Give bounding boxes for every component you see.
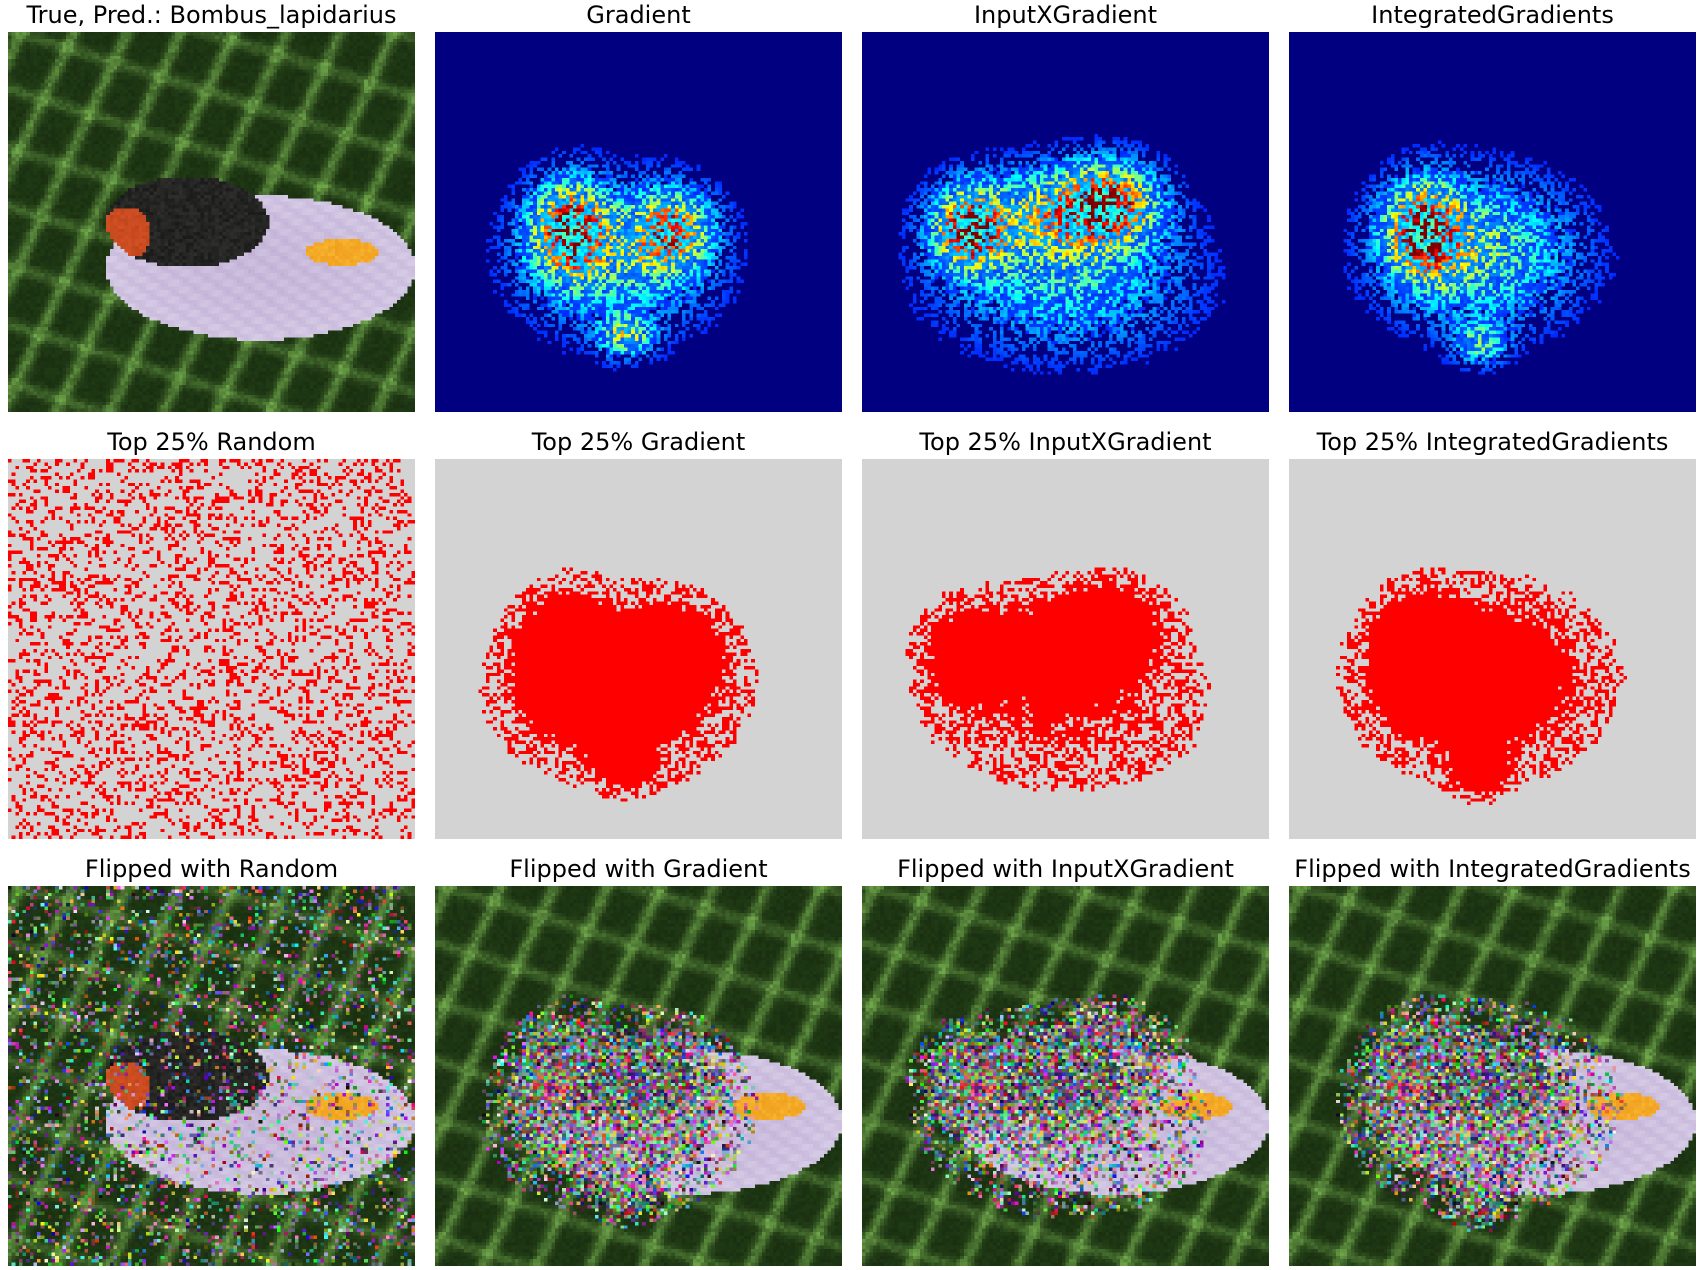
random-mask bbox=[8, 459, 415, 839]
integratedgradients-mask-cell: Top 25% IntegratedGradients bbox=[1289, 427, 1696, 839]
random-mask-image bbox=[8, 459, 415, 839]
integratedgradients-mask-image bbox=[1289, 459, 1696, 839]
gradient-mask-title: Top 25% Gradient bbox=[531, 428, 746, 456]
inputxgradient-heatmap-title: InputXGradient bbox=[973, 1, 1158, 29]
integratedgradients-heatmap-title: IntegratedGradients bbox=[1371, 1, 1614, 29]
inputxgradient-mask-title: Top 25% InputXGradient bbox=[919, 428, 1212, 456]
gradient-mask-image bbox=[435, 459, 842, 839]
gradient-heatmap-cell: Gradient bbox=[435, 0, 842, 412]
gradient-flipped-cell: Flipped with Gradient bbox=[435, 854, 842, 1266]
gradient-flipped bbox=[435, 886, 842, 1266]
gradient-flipped-image bbox=[435, 886, 842, 1266]
inputxgradient-flipped-cell: Flipped with InputXGradient bbox=[862, 854, 1269, 1266]
gradient-heatmap-title: Gradient bbox=[586, 1, 691, 29]
random-mask-title: Top 25% Random bbox=[107, 428, 316, 456]
inputxgradient-mask-cell: Top 25% InputXGradient bbox=[862, 427, 1269, 839]
integratedgradients-mask bbox=[1289, 459, 1696, 839]
input-image-cell: True, Pred.: Bombus_lapidarius bbox=[8, 0, 415, 412]
inputxgradient-flipped bbox=[862, 886, 1269, 1266]
inputxgradient-mask-image bbox=[862, 459, 1269, 839]
inputxgradient-flipped-image bbox=[862, 886, 1269, 1266]
gradient-flipped-title: Flipped with Gradient bbox=[509, 855, 768, 883]
integratedgradients-flipped bbox=[1289, 886, 1696, 1266]
gradient-heatmap bbox=[435, 32, 842, 412]
integratedgradients-flipped-cell: Flipped with IntegratedGradients bbox=[1289, 854, 1696, 1266]
random-flipped-image bbox=[8, 886, 415, 1266]
integratedgradients-mask-title: Top 25% IntegratedGradients bbox=[1316, 428, 1669, 456]
random-flipped-cell: Flipped with Random bbox=[8, 854, 415, 1266]
inputxgradient-heatmap-image bbox=[862, 32, 1269, 412]
integratedgradients-heatmap-cell: IntegratedGradients bbox=[1289, 0, 1696, 412]
input-image-title: True, Pred.: Bombus_lapidarius bbox=[26, 1, 397, 29]
input-image-image bbox=[8, 32, 415, 412]
integratedgradients-flipped-title: Flipped with IntegratedGradients bbox=[1294, 855, 1691, 883]
random-flipped bbox=[8, 886, 415, 1266]
input-image bbox=[8, 32, 415, 412]
gradient-mask bbox=[435, 459, 842, 839]
inputxgradient-heatmap bbox=[862, 32, 1269, 412]
integratedgradients-flipped-image bbox=[1289, 886, 1696, 1266]
gradient-mask-cell: Top 25% Gradient bbox=[435, 427, 842, 839]
inputxgradient-heatmap-cell: InputXGradient bbox=[862, 0, 1269, 412]
inputxgradient-flipped-title: Flipped with InputXGradient bbox=[897, 855, 1234, 883]
gradient-heatmap-image bbox=[435, 32, 842, 412]
random-flipped-title: Flipped with Random bbox=[84, 855, 339, 883]
random-mask-cell: Top 25% Random bbox=[8, 427, 415, 839]
integratedgradients-heatmap-image bbox=[1289, 32, 1696, 412]
inputxgradient-mask bbox=[862, 459, 1269, 839]
integratedgradients-heatmap bbox=[1289, 32, 1696, 412]
